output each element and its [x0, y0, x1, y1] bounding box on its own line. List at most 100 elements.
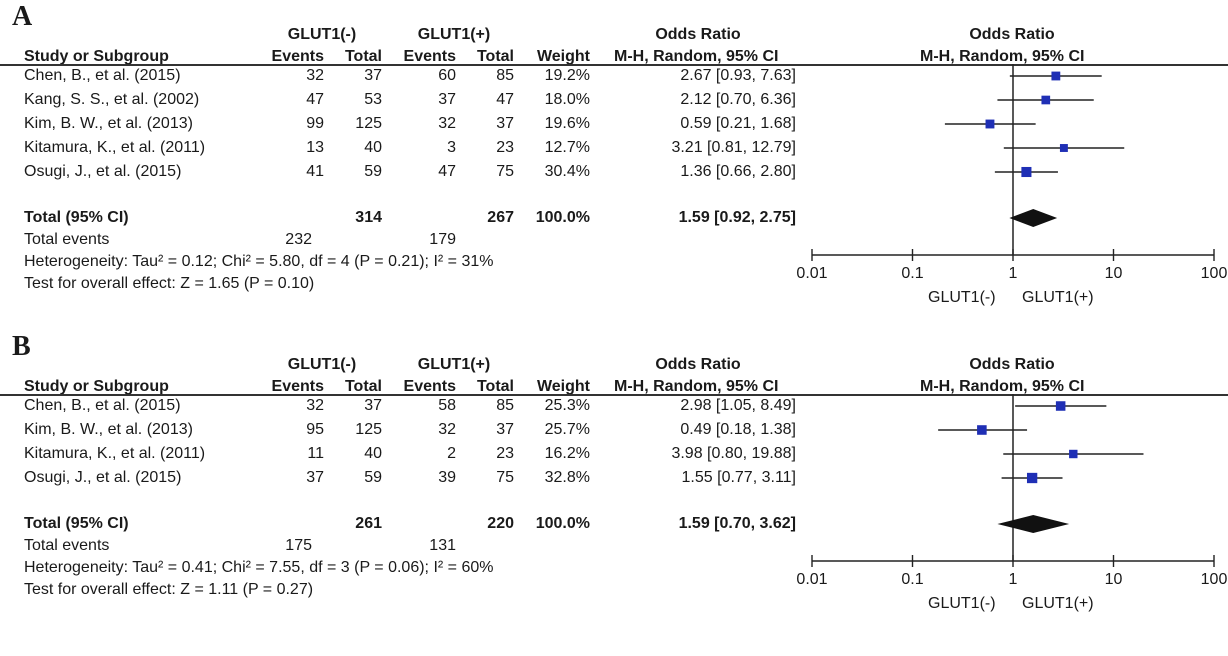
- total2-cell: 85: [496, 67, 514, 84]
- study-name: Chen, B., et al. (2015): [24, 397, 181, 414]
- study-name: Osugi, J., et al. (2015): [24, 163, 182, 180]
- total1-sum: 261: [355, 515, 382, 532]
- total2-cell: 85: [496, 397, 514, 414]
- events2-cell: 3: [447, 139, 456, 156]
- total-events-label: Total events: [24, 537, 110, 554]
- total2-cell: 23: [496, 139, 514, 156]
- favours-right-label: GLUT1(+): [1022, 595, 1094, 612]
- total-events1: 232: [285, 231, 312, 248]
- total-label: Total (95% CI): [24, 209, 129, 226]
- weight-cell: 30.4%: [544, 163, 590, 180]
- header-rule: [0, 64, 1228, 66]
- x-tick-label: 0.1: [901, 265, 924, 282]
- total2-sum: 220: [487, 515, 514, 532]
- total2-cell: 75: [496, 469, 514, 486]
- total2-cell: 75: [496, 163, 514, 180]
- col-total2: Total: [476, 378, 514, 395]
- total-events2: 179: [429, 231, 456, 248]
- total1-cell: 40: [364, 445, 382, 462]
- total2-cell: 23: [496, 445, 514, 462]
- heterogeneity-text: Heterogeneity: Tau² = 0.12; Chi² = 5.80,…: [24, 253, 494, 270]
- col-or-method: M-H, Random, 95% CI: [614, 378, 779, 395]
- total1-cell: 59: [364, 469, 382, 486]
- weight-cell: 16.2%: [544, 445, 590, 462]
- total1-cell: 37: [364, 397, 382, 414]
- events2-cell: 39: [438, 469, 456, 486]
- total1-cell: 53: [364, 91, 382, 108]
- total1-cell: 125: [355, 421, 382, 438]
- forest-panel-b: B GLUT1(-) GLUT1(+) Odds Ratio Odds Ratio Stu…: [0, 330, 1228, 656]
- ci-cell: 2.98 [1.05, 8.49]: [680, 397, 796, 414]
- total1-sum: 314: [355, 209, 382, 226]
- events2-cell: 58: [438, 397, 456, 414]
- events2-cell: 37: [438, 91, 456, 108]
- x-tick-label: 0.01: [796, 265, 828, 282]
- or-header-title: Odds Ratio: [655, 26, 741, 43]
- forest-plot-area: [811, 64, 1215, 261]
- events2-cell: 2: [447, 445, 456, 462]
- study-name: Kim, B. W., et al. (2013): [24, 421, 193, 438]
- forest-plot-area: [811, 394, 1215, 567]
- events1-cell: 95: [306, 421, 324, 438]
- col-events1: Events: [271, 48, 324, 65]
- total-weight: 100.0%: [535, 209, 590, 226]
- overall-effect-text: Test for overall effect: Z = 1.11 (P = 0…: [24, 581, 314, 598]
- weight-cell: 19.2%: [544, 67, 590, 84]
- weight-cell: 32.8%: [544, 469, 590, 486]
- study-point: [985, 119, 995, 129]
- group2-header: GLUT1(+): [417, 356, 491, 373]
- x-tick-label: 1: [1008, 265, 1018, 282]
- forest-panel-a: A GLUT1(-) GLUT1(+) Odds Ratio Odds Ratio Stu…: [0, 1, 1228, 306]
- total1-cell: 40: [364, 139, 382, 156]
- group1-header: GLUT1(-): [287, 356, 357, 373]
- study-point: [1021, 166, 1032, 178]
- pooled-diamond: [1009, 209, 1058, 227]
- total2-cell: 37: [496, 115, 514, 132]
- x-tick-label: 0.1: [901, 571, 924, 588]
- panel-label: A: [12, 1, 33, 32]
- x-tick-label: 100: [1200, 265, 1228, 282]
- group2-header: GLUT1(+): [417, 26, 491, 43]
- ci-cell: 2.12 [0.70, 6.36]: [680, 91, 796, 108]
- events1-cell: 13: [306, 139, 324, 156]
- heterogeneity-text: Heterogeneity: Tau² = 0.41; Chi² = 7.55,…: [24, 559, 494, 576]
- events1-cell: 41: [306, 163, 324, 180]
- study-name: Kitamura, K., et al. (2011): [24, 139, 206, 156]
- events1-cell: 37: [306, 469, 324, 486]
- weight-cell: 25.3%: [544, 397, 590, 414]
- col-weight: Weight: [536, 378, 590, 395]
- study-name: Kang, S. S., et al. (2002): [24, 91, 200, 108]
- col-events2: Events: [403, 378, 456, 395]
- events1-cell: 47: [306, 91, 324, 108]
- total2-sum: 267: [487, 209, 514, 226]
- total2-cell: 37: [496, 421, 514, 438]
- col-study: Study or Subgroup: [24, 378, 169, 395]
- events2-cell: 32: [438, 115, 456, 132]
- events2-cell: 47: [438, 163, 456, 180]
- plot-header-title: Odds Ratio: [969, 356, 1055, 373]
- col-total1: Total: [344, 378, 382, 395]
- study-point: [1055, 401, 1066, 411]
- ci-cell: 3.21 [0.81, 12.79]: [671, 139, 796, 156]
- total-ci: 1.59 [0.70, 3.62]: [678, 515, 796, 532]
- col-total1: Total: [344, 48, 382, 65]
- study-name: Kitamura, K., et al. (2011): [24, 445, 206, 462]
- ci-cell: 2.67 [0.93, 7.63]: [680, 67, 796, 84]
- weight-cell: 12.7%: [544, 139, 590, 156]
- ci-cell: 0.49 [0.18, 1.38]: [680, 421, 796, 438]
- col-plot-method: M-H, Random, 95% CI: [920, 378, 1085, 395]
- x-tick-label: 100: [1200, 571, 1228, 588]
- favours-left-label: GLUT1(-): [928, 289, 996, 306]
- header-rule: [0, 394, 1228, 396]
- x-tick-label: 10: [1104, 265, 1123, 282]
- study-name: Kim, B. W., et al. (2013): [24, 115, 193, 132]
- x-tick-label: 0.01: [796, 571, 828, 588]
- study-point: [1051, 71, 1061, 81]
- total2-cell: 47: [496, 91, 514, 108]
- favours-right-label: GLUT1(+): [1022, 289, 1094, 306]
- total-events1: 175: [285, 537, 312, 554]
- overall-effect-text: Test for overall effect: Z = 1.65 (P = 0…: [24, 275, 315, 292]
- total1-cell: 125: [355, 115, 382, 132]
- study-point: [1026, 472, 1038, 484]
- study-name: Osugi, J., et al. (2015): [24, 469, 182, 486]
